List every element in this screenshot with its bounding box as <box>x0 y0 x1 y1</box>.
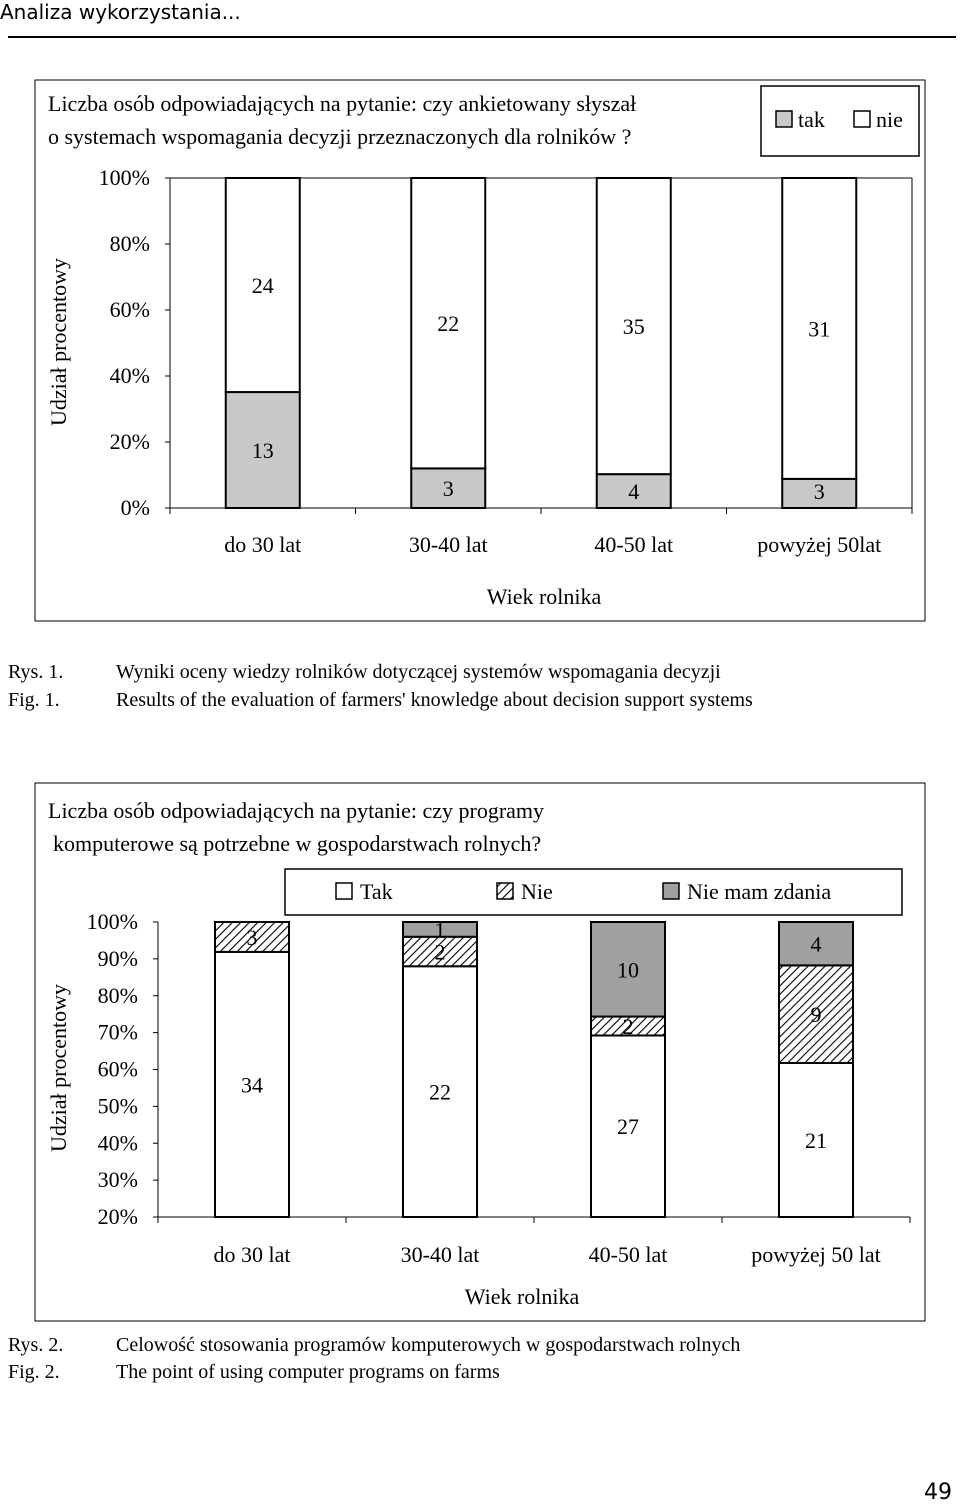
chart-title-line-1: Liczba osób odpowiadających na pytanie: … <box>48 798 544 823</box>
bar-segment-Nie <box>214 921 290 953</box>
plot-area: 20%30%40%50%60%70%80%90%100%do 30 lat343… <box>87 909 911 1267</box>
x-tick-label: powyżej 50lat <box>757 532 881 557</box>
x-tick-label: do 30 lat <box>224 532 301 557</box>
data-label: 2 <box>623 1014 634 1039</box>
data-label: 22 <box>437 311 459 336</box>
y-tick-label: 100% <box>99 165 150 190</box>
y-tick-label: 60% <box>110 297 150 322</box>
x-tick-label: 30-40 lat <box>409 532 488 557</box>
bar-segment-tak <box>410 467 487 509</box>
legend-swatch-Nie mam zdania <box>662 882 680 900</box>
y-tick-label: 20% <box>110 429 150 454</box>
data-label: 31 <box>808 316 830 341</box>
legend-label-Nie: Nie <box>521 879 553 904</box>
data-label: 9 <box>811 1002 822 1027</box>
x-tick-label: 30-40 lat <box>401 1242 480 1267</box>
y-tick-label: 50% <box>98 1093 138 1118</box>
y-tick-label: 60% <box>98 1057 138 1082</box>
bar-segment-Tak <box>778 1061 854 1219</box>
legend: Tak Nie Nie mam zdania <box>284 868 903 916</box>
bar-segment-Nie mam zdania <box>590 921 666 1018</box>
data-label: 2 <box>435 940 446 965</box>
bar-segment-nie <box>595 177 672 476</box>
x-tick-label: 40-50 lat <box>589 1242 668 1267</box>
x-tick-label: 40-50 lat <box>594 532 673 557</box>
y-tick-label: 40% <box>110 363 150 388</box>
legend-swatch-nie <box>853 110 871 128</box>
data-label: 4 <box>811 932 822 957</box>
page-number: 49 <box>924 1480 952 1505</box>
y-tick-label: 40% <box>98 1130 138 1155</box>
legend-frame <box>760 85 920 157</box>
data-label: 1 <box>435 917 446 942</box>
bar-segment-tak <box>781 477 858 510</box>
bar-segment-tak <box>224 391 301 509</box>
y-axis-title: Udział procentowy <box>46 984 71 1152</box>
figure-1-chart: Liczba osób odpowiadających na pytanie: … <box>34 79 926 622</box>
y-tick-label: 20% <box>98 1204 138 1229</box>
x-axis-title: Wiek rolnika <box>487 584 602 609</box>
bar-segment-Tak <box>214 950 290 1218</box>
data-label: 10 <box>617 957 639 982</box>
data-label: 3 <box>443 476 454 501</box>
figure-1-caption-pl: Wyniki oceny wiedzy rolników dotyczącej … <box>116 661 721 683</box>
legend-label-tak: tak <box>798 107 825 132</box>
figure-2-chart: Liczba osób odpowiadających na pytanie: … <box>34 782 926 1322</box>
bar-segment-tak <box>595 473 672 509</box>
data-label: 35 <box>623 314 645 339</box>
bar-segment-Tak <box>402 965 478 1218</box>
data-label: 24 <box>252 273 274 298</box>
y-tick-label: 80% <box>110 231 150 256</box>
data-label: 3 <box>814 479 825 504</box>
y-tick-label: 100% <box>87 909 138 934</box>
data-label: 27 <box>617 1114 639 1139</box>
data-label: 4 <box>628 479 639 504</box>
bar-segment-Nie <box>778 964 854 1064</box>
y-tick-label: 80% <box>98 983 138 1008</box>
legend-label-Nie mam zdania: Nie mam zdania <box>687 879 831 904</box>
figure-1-caption-fig: Fig. 1. <box>8 689 60 711</box>
running-head: Analiza wykorzystania... <box>0 0 241 24</box>
bar-segment-nie <box>224 177 301 394</box>
chart-title-line-1: Liczba osób odpowiadających na pytanie: … <box>48 91 636 116</box>
bar-segment-nie <box>410 177 487 470</box>
data-label: 22 <box>429 1080 451 1105</box>
x-tick-label: powyżej 50 lat <box>751 1242 881 1267</box>
legend: tak nie <box>760 85 920 157</box>
chart-title-line-2: o systemach wspomagania decyzji przeznac… <box>48 124 631 149</box>
legend-label-Tak: Tak <box>360 879 393 904</box>
bar-segment-Nie mam zdania <box>402 921 478 938</box>
data-label: 34 <box>241 1072 263 1097</box>
figure-2-caption-en: The point of using computer programs on … <box>116 1361 500 1383</box>
plot-area: 0% 20% 40% 60% 80% 100% do 30 lat 13 24 30-40 lat… <box>99 165 913 557</box>
figure-2-caption-rys: Rys. 2. <box>8 1334 64 1356</box>
header-rule <box>8 36 956 38</box>
data-label: 13 <box>252 438 274 463</box>
legend-label-nie: nie <box>876 107 903 132</box>
data-label: 21 <box>805 1128 827 1153</box>
y-tick-label: 30% <box>98 1167 138 1192</box>
y-axis-title: Udział procentowy <box>46 258 71 426</box>
legend-frame <box>284 868 903 916</box>
y-tick-label: 90% <box>98 946 138 971</box>
x-axis-title: Wiek rolnika <box>465 1284 580 1309</box>
y-tick-label: 0% <box>121 495 150 520</box>
x-tick-label: do 30 lat <box>214 1242 291 1267</box>
figure-1-caption-en: Results of the evaluation of farmers' kn… <box>116 689 753 711</box>
figure-2-caption-pl: Celowość stosowania programów komputerow… <box>116 1334 741 1356</box>
figure-2-caption-fig: Fig. 2. <box>8 1361 60 1383</box>
bar-segment-Nie <box>402 935 478 968</box>
legend-swatch-tak <box>775 110 793 128</box>
data-label: 3 <box>247 925 258 950</box>
bar-segment-nie <box>781 177 858 480</box>
figure-1-caption-rys: Rys. 1. <box>8 661 64 683</box>
y-tick-label: 70% <box>98 1020 138 1045</box>
chart-title-line-2: komputerowe są potrzebne w gospodarstwac… <box>53 831 541 856</box>
bar-segment-Nie mam zdania <box>778 921 854 967</box>
legend-swatch-Tak <box>335 882 353 900</box>
legend-swatch-Nie <box>496 882 514 900</box>
